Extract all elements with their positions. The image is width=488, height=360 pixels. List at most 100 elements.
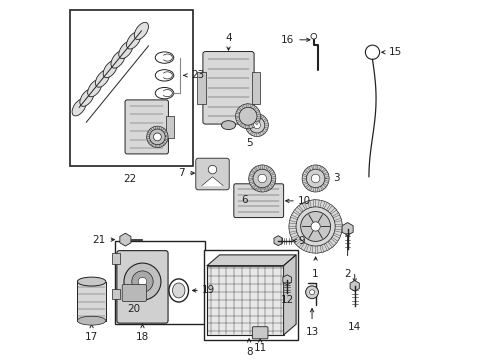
Bar: [70, 10, 193, 166]
Polygon shape: [256, 114, 260, 116]
Polygon shape: [159, 144, 161, 147]
Polygon shape: [294, 239, 301, 245]
Bar: [251, 72, 260, 104]
Polygon shape: [349, 280, 359, 291]
Ellipse shape: [103, 60, 117, 78]
Circle shape: [258, 174, 266, 183]
Polygon shape: [297, 206, 303, 212]
Text: 11: 11: [253, 343, 266, 353]
Ellipse shape: [172, 283, 184, 298]
Polygon shape: [255, 110, 259, 113]
Ellipse shape: [221, 121, 235, 130]
Polygon shape: [293, 210, 300, 216]
Polygon shape: [248, 116, 251, 120]
Circle shape: [248, 165, 275, 192]
Polygon shape: [302, 182, 307, 185]
Polygon shape: [250, 104, 252, 108]
Polygon shape: [263, 118, 266, 122]
Polygon shape: [165, 135, 168, 137]
Ellipse shape: [134, 22, 148, 40]
Polygon shape: [269, 183, 273, 187]
Polygon shape: [245, 120, 249, 123]
Polygon shape: [306, 167, 310, 171]
Polygon shape: [308, 186, 311, 191]
Ellipse shape: [155, 52, 173, 63]
Circle shape: [295, 207, 334, 246]
Polygon shape: [329, 208, 336, 214]
Polygon shape: [290, 215, 297, 220]
FancyBboxPatch shape: [195, 158, 229, 190]
Polygon shape: [317, 187, 319, 192]
Polygon shape: [207, 255, 295, 266]
Polygon shape: [149, 129, 152, 132]
Polygon shape: [120, 233, 131, 246]
Circle shape: [239, 107, 256, 125]
Ellipse shape: [158, 90, 164, 96]
Polygon shape: [245, 104, 247, 108]
Polygon shape: [271, 177, 275, 179]
Text: 18: 18: [136, 332, 149, 342]
Polygon shape: [283, 255, 295, 335]
Ellipse shape: [80, 89, 94, 106]
Polygon shape: [264, 127, 267, 130]
Polygon shape: [255, 186, 258, 191]
Polygon shape: [249, 182, 254, 185]
Circle shape: [132, 271, 153, 292]
Polygon shape: [315, 165, 317, 169]
Polygon shape: [264, 123, 268, 125]
Polygon shape: [162, 142, 165, 145]
Ellipse shape: [87, 80, 102, 97]
Polygon shape: [332, 213, 339, 218]
Polygon shape: [270, 172, 274, 175]
Polygon shape: [266, 186, 270, 190]
Text: 2: 2: [344, 269, 350, 279]
Text: 1: 1: [312, 269, 318, 279]
FancyBboxPatch shape: [122, 284, 146, 301]
Polygon shape: [282, 275, 291, 285]
Polygon shape: [334, 224, 342, 226]
Polygon shape: [256, 118, 260, 121]
Ellipse shape: [155, 70, 173, 81]
Polygon shape: [302, 174, 306, 176]
FancyBboxPatch shape: [125, 100, 168, 154]
Polygon shape: [260, 115, 264, 119]
Polygon shape: [261, 130, 265, 134]
Circle shape: [310, 33, 316, 39]
Ellipse shape: [119, 41, 133, 59]
Polygon shape: [327, 240, 333, 247]
Text: 3: 3: [332, 174, 339, 184]
Ellipse shape: [158, 54, 164, 61]
Polygon shape: [257, 114, 259, 117]
Polygon shape: [332, 233, 340, 238]
Polygon shape: [264, 187, 266, 192]
Polygon shape: [288, 226, 296, 229]
Polygon shape: [243, 125, 245, 129]
Polygon shape: [318, 166, 322, 170]
Bar: [203, 249, 297, 340]
Polygon shape: [155, 144, 157, 148]
Polygon shape: [301, 202, 306, 210]
Polygon shape: [289, 231, 296, 235]
Circle shape: [309, 290, 314, 295]
Polygon shape: [302, 179, 306, 180]
Text: 16: 16: [281, 35, 294, 45]
Polygon shape: [324, 177, 328, 179]
Ellipse shape: [77, 277, 105, 286]
Polygon shape: [342, 222, 352, 235]
Ellipse shape: [168, 279, 188, 302]
Polygon shape: [150, 143, 153, 146]
Text: 10: 10: [297, 196, 310, 206]
Text: 22: 22: [123, 174, 136, 184]
Circle shape: [253, 122, 260, 129]
Circle shape: [146, 126, 168, 148]
Text: 19: 19: [202, 285, 215, 296]
Circle shape: [252, 169, 271, 188]
Circle shape: [306, 169, 324, 188]
Circle shape: [310, 222, 320, 231]
Polygon shape: [146, 137, 149, 139]
Circle shape: [153, 133, 161, 141]
Ellipse shape: [162, 72, 172, 79]
Polygon shape: [248, 179, 253, 180]
Polygon shape: [258, 132, 261, 136]
Polygon shape: [251, 184, 256, 189]
